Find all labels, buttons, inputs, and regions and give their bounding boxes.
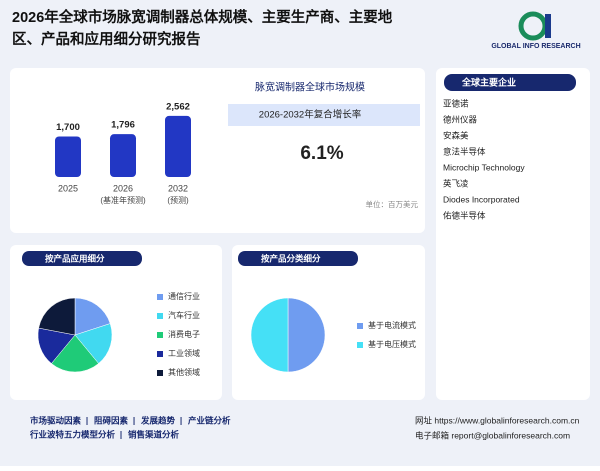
legend-label: 消费电子 xyxy=(168,329,200,339)
company: Microchip Technology xyxy=(443,162,525,172)
pie-slice xyxy=(74,323,113,364)
footer-link: 行业波特五力模型分析 xyxy=(29,429,116,439)
section-header xyxy=(238,251,358,266)
footer-link: 市场驱动因素 xyxy=(30,415,82,425)
legend-label: 其他领域 xyxy=(168,367,200,377)
value-label: 1,796 xyxy=(111,120,135,131)
category-label: 2032 xyxy=(168,183,188,193)
sublabel: (基准年预测) xyxy=(100,195,146,205)
section-title: 全球主要企业 xyxy=(461,76,516,87)
cagr-label: 2026-2032年复合增长率 xyxy=(259,109,362,121)
legend-swatch xyxy=(357,323,363,329)
title: 区、产品和应用细分研究报告 xyxy=(12,30,201,48)
category-label: 2025 xyxy=(58,183,78,193)
legend-swatch xyxy=(357,342,363,348)
category-label: 2026 xyxy=(113,183,133,193)
pie-slice xyxy=(51,334,99,373)
value-label: 2,562 xyxy=(166,101,190,112)
pie-slice xyxy=(38,297,76,336)
legend-label: 工业领域 xyxy=(168,348,200,358)
legend-label: 通信行业 xyxy=(168,291,200,301)
legend-label: 基于电流模式 xyxy=(368,320,416,330)
pie-slice xyxy=(287,297,326,373)
bar xyxy=(110,134,136,177)
footer-link: 产业链分析 xyxy=(188,415,231,425)
company: 英飞凌 xyxy=(443,178,469,188)
cagr-band xyxy=(228,104,420,126)
bar xyxy=(55,136,81,177)
panel xyxy=(436,68,590,400)
section-title: 按产品应用细分 xyxy=(45,253,105,263)
sublabel: (预测) xyxy=(167,195,189,205)
legend-label: 基于电压模式 xyxy=(368,339,416,349)
chart-title: 脉宽调制器全球市场规模 xyxy=(255,81,365,94)
footer-link: 销售渠道分析 xyxy=(128,429,180,439)
logo-text: GLOBAL INFO RESEARCH xyxy=(491,43,580,50)
value-label: 1,700 xyxy=(56,122,80,133)
legend-swatch xyxy=(157,370,163,376)
company: 亚德诺 xyxy=(443,98,469,108)
company: 佑德半导体 xyxy=(443,210,486,220)
pie-slice xyxy=(250,297,289,373)
email: 电子邮箱 report@globalinforesearch.com xyxy=(415,430,570,440)
footer-link: 阻碍因素 xyxy=(94,415,129,425)
company: 意法半导体 xyxy=(443,146,486,156)
section-title: 按产品分类细分 xyxy=(261,253,321,263)
legend-swatch xyxy=(157,332,163,338)
website: 网址 https://www.globalinforesearch.com.cn xyxy=(415,415,580,425)
logo-mark xyxy=(545,14,551,38)
company: 安森美 xyxy=(443,130,469,140)
title: 2026年全球市场脉宽调制器总体规模、主要生产商、主要地 xyxy=(12,8,393,26)
section-header xyxy=(444,74,576,91)
bar xyxy=(165,115,191,177)
legend-swatch xyxy=(157,294,163,300)
company: 德州仪器 xyxy=(443,114,478,124)
pie-slice xyxy=(74,297,111,336)
cagr-value: 6.1% xyxy=(300,143,343,164)
footer-link: 发展趋势 xyxy=(140,415,176,425)
legend-swatch xyxy=(157,313,163,319)
section-header xyxy=(22,251,142,266)
legend-label: 汽车行业 xyxy=(168,310,200,320)
legend-swatch xyxy=(157,351,163,357)
company: Diodes Incorporated xyxy=(443,194,520,204)
unit: 单位：百万美元 xyxy=(366,199,419,209)
